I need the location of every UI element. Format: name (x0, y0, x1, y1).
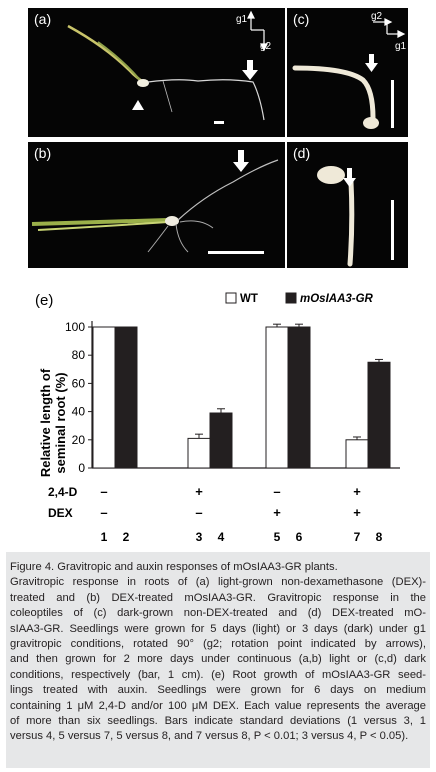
y-tick-label: 60 (72, 376, 86, 390)
bar-number: 5 (274, 530, 281, 544)
caption-line: and then grown for 2 more days under con… (10, 652, 426, 667)
bar-mosiaa3-gr (115, 327, 137, 468)
legend-label: mOsIAA3-GR (300, 293, 374, 305)
caption-line: containing 1 μM 2,4-D and/or 100 μM DEX.… (10, 699, 426, 714)
y-axis-title: Relative length of seminal root (%) (38, 368, 68, 477)
bar-wt (266, 327, 288, 468)
bar-number: 7 (354, 530, 361, 544)
bar-number: 3 (196, 530, 203, 544)
bar-mosiaa3-gr (210, 413, 232, 468)
photo-panel-c: (c) g2 g1 (287, 8, 408, 137)
scale-bar (214, 121, 224, 124)
y-tick-label: 80 (72, 348, 86, 362)
caption-line: gravitropic conditions, rotated 90° (g2;… (10, 637, 426, 652)
caption-line: of more than six seedlings. Bars indicat… (10, 714, 426, 729)
bar-chart-e: (e) WT mOsIAA3-GR Relative length of semi… (0, 283, 436, 547)
caption-body: Gravitropic response in roots of (a) lig… (10, 575, 426, 744)
caption-line: versus 4, 5 versus 7, 5 versus 8, and 7 … (10, 729, 426, 744)
treatment-value: – (100, 484, 107, 499)
bar-wt (188, 438, 210, 468)
gravity-label-g1: g1 (236, 14, 248, 25)
bar-mosiaa3-gr (368, 362, 390, 468)
seedling-image-a: g1 g2 (28, 8, 285, 137)
coleoptile-image-c: g2 g1 (287, 8, 408, 137)
triangle-marker-icon (132, 100, 144, 110)
caption-line: treated and (b) DEX-treated mOsIAA3-GR. … (10, 591, 426, 606)
bar-number: 8 (376, 530, 383, 544)
seedling-image-b (28, 142, 285, 268)
bar-number: 4 (218, 530, 225, 544)
rotation-arrow-icon (365, 54, 378, 72)
caption-line: coleoptiles of (c) dark-grown non-DEX-tr… (10, 606, 426, 621)
treatment-label-24d: 2,4-D (48, 485, 78, 499)
gravity-label-g2: g2 (371, 11, 383, 22)
bar-number: 2 (123, 530, 130, 544)
figure-caption: Figure 4. Gravitropic and auxin response… (6, 552, 430, 768)
chart-bars: 1 3 5 7 2 4 6 8 (93, 324, 390, 544)
gravity-label-g1: g1 (395, 41, 407, 52)
scale-bar (391, 80, 394, 128)
caption-line: conditions, respectively (bar, 1 cm). (e… (10, 668, 426, 683)
treatment-value: + (353, 505, 361, 520)
y-axis-title-line1: Relative length of (38, 368, 53, 477)
caption-line: Gravitropic response in roots of (a) lig… (10, 575, 426, 590)
legend-swatch (286, 293, 296, 303)
bar-wt (93, 327, 115, 468)
legend-label: WT (240, 293, 258, 305)
bar-number: 6 (296, 530, 303, 544)
y-tick-label: 0 (78, 461, 85, 475)
rotation-arrow-icon (242, 60, 258, 80)
treatment-value: – (100, 505, 107, 520)
figure-title: Gravitropic and auxin responses of mOsIA… (54, 561, 338, 573)
bar-mosiaa3-gr (288, 327, 310, 468)
panel-label-e: (e) (35, 292, 53, 309)
y-tick-label: 100 (65, 320, 85, 334)
rotation-arrow-icon (343, 168, 356, 187)
photo-panel-a: (a) g1 g2 (28, 8, 285, 137)
treatment-table: 2,4-D – + – + DEX – – + + (48, 484, 361, 520)
rotation-arrow-icon (233, 150, 249, 172)
bar-wt (346, 440, 368, 468)
scale-bar (208, 251, 264, 254)
scale-bar (391, 200, 394, 260)
treatment-label-dex: DEX (48, 506, 73, 520)
treatment-value: + (195, 484, 203, 499)
gravity-label-g2: g2 (260, 41, 272, 52)
treatment-value: – (195, 505, 202, 520)
figure-number: Figure 4. (10, 561, 54, 573)
photo-panel-b: (b) (28, 142, 285, 268)
y-tick-label: 20 (72, 433, 86, 447)
caption-line: sIAA3-GR. Seedlings were grown for 5 day… (10, 622, 426, 637)
treatment-value: + (353, 484, 361, 499)
caption-line: lings treated with auxin. Seedlings were… (10, 683, 426, 698)
legend-swatch (226, 293, 236, 303)
treatment-value: + (273, 505, 281, 520)
y-axis-title-line2: seminal root (%) (53, 372, 68, 473)
y-tick-label: 40 (72, 405, 86, 419)
bar-number: 1 (101, 530, 108, 544)
chart-legend: WT mOsIAA3-GR (226, 293, 374, 305)
treatment-value: – (273, 484, 280, 499)
coleoptile-image-d (287, 142, 408, 268)
photo-panel-d: (d) (287, 142, 408, 268)
